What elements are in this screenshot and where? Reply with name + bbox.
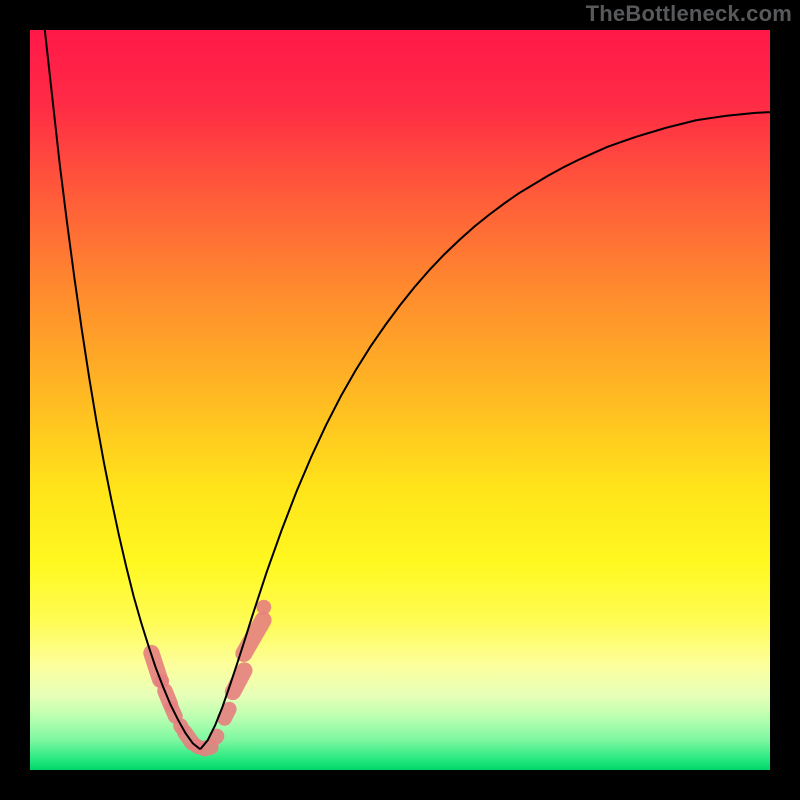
chart-container: TheBottleneck.com xyxy=(0,0,800,800)
marker-capsule xyxy=(215,699,240,728)
watermark-text: TheBottleneck.com xyxy=(586,1,792,27)
marker-group xyxy=(141,597,275,758)
right-curve xyxy=(200,112,770,749)
curve-layer xyxy=(30,30,770,770)
plot-area xyxy=(30,30,770,770)
left-curve xyxy=(45,30,200,749)
